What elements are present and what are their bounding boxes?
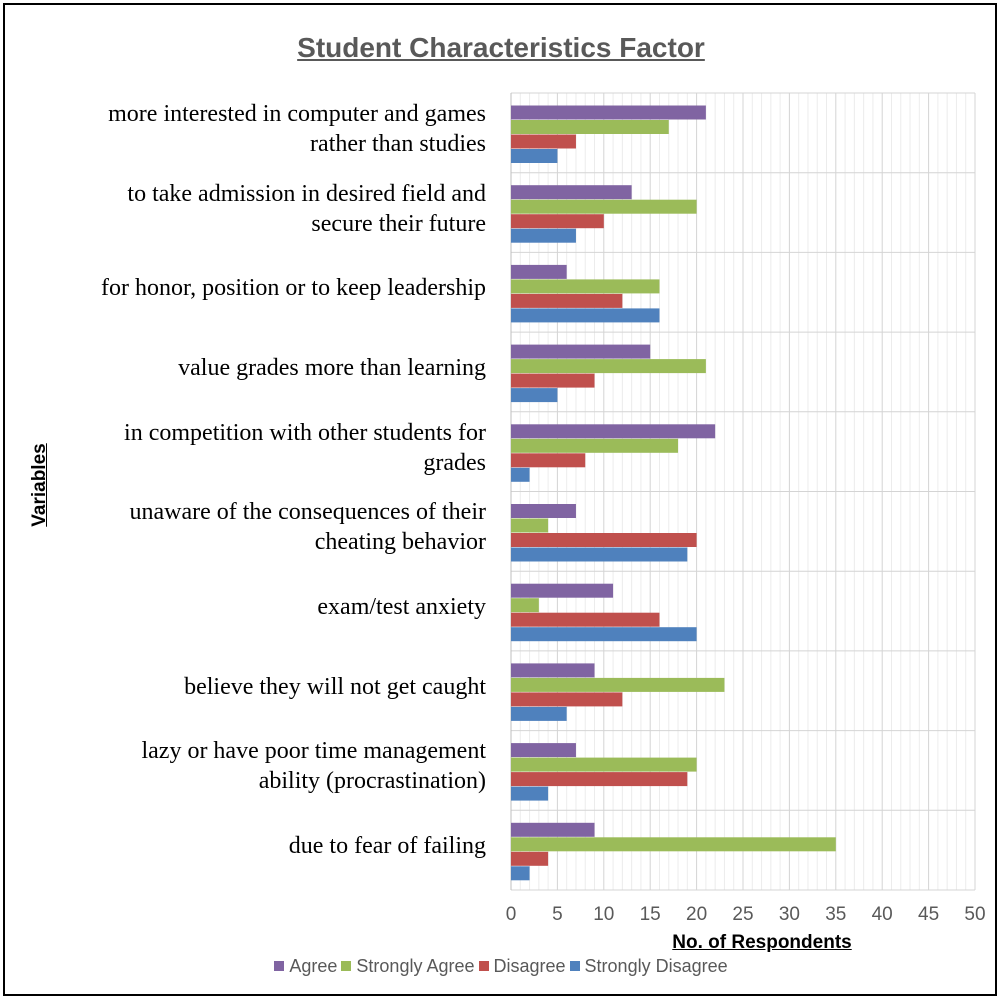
legend-swatch [274,961,285,971]
bar-strongly-agree [511,757,697,772]
bar-strongly-agree [511,598,539,613]
category-label: for honor, position or to keep leadershi… [16,273,486,303]
bar-strongly-disagree [511,149,558,163]
category-label-line: exam/test anxiety [317,594,486,621]
x-tick-label: 30 [778,904,800,925]
category-label: to take admission in desired field and se… [16,179,486,239]
legend-label: Agree [289,956,338,976]
bar-strongly-agree [511,120,669,134]
category-label-line: rather than studies [310,130,486,157]
category-label: believe they will not get caught [16,672,486,702]
category-label: more interested in computer and games rat… [16,99,486,159]
category-label-line: due to fear of failing [288,833,486,860]
chart-frame [3,3,997,996]
bar-disagree [511,134,576,149]
bar-agree [511,424,716,439]
x-tick-label: 35 [825,904,847,925]
category-label: in competition with other students for gr… [16,418,486,478]
bar-strongly-disagree [511,547,688,562]
bar-agree [511,583,614,598]
bar-strongly-disagree [511,228,576,243]
bar-strongly-agree [511,359,706,374]
x-tick-label: 25 [732,904,754,925]
category-label: unaware of the consequences of their chea… [16,497,486,557]
category-label-line: believe they will not get caught [184,673,486,700]
legend-swatch [478,961,489,971]
bar-strongly-agree [511,837,836,852]
category-label: due to fear of failing [16,831,486,861]
x-tick-label: 45 [918,904,940,925]
bar-strongly-disagree [511,467,530,482]
x-tick-label: 15 [639,904,661,925]
bar-disagree [511,692,623,707]
category-label-line: secure their future [311,210,486,237]
bar-disagree [511,612,660,627]
bar-agree [511,264,567,279]
bar-disagree [511,293,623,308]
bar-strongly-agree [511,279,660,294]
legend: Agree Strongly Agree Disagree Strongly Disa… [0,956,1002,977]
category-label-line: in competition with other students for [124,419,486,446]
legend-swatch [569,961,580,971]
category-label-line: value grades more than learning [178,354,486,381]
bar-strongly-agree [511,199,697,214]
legend-swatch [341,961,352,971]
x-tick-label: 5 [552,904,563,925]
category-label-line: lazy or have poor time management [141,738,486,765]
bar-strongly-disagree [511,786,549,801]
legend-label: Strongly Agree [356,956,475,976]
bar-disagree [511,373,595,388]
bar-strongly-disagree [511,706,567,721]
x-tick-label: 20 [686,904,708,925]
bar-agree [511,663,595,678]
legend-item: Strongly Disagree [569,956,728,977]
bar-agree [511,822,595,837]
bar-disagree [511,772,688,787]
category-label: value grades more than learning [16,353,486,383]
chart-title: Student Characteristics Factor [297,32,705,63]
legend-item: Agree [274,956,337,977]
x-tick-label: 0 [505,904,517,925]
bar-strongly-agree [511,677,725,692]
category-label-line: cheating behavior [314,529,486,556]
bar-disagree [511,533,697,547]
bar-agree [511,185,632,200]
bar-strongly-disagree [511,388,558,403]
bar-strongly-disagree [511,627,697,642]
category-label-line: grades [423,449,486,476]
category-label: exam/test anxiety [16,592,486,622]
category-label-line: to take admission in desired field and [127,180,486,207]
bar-strongly-agree [511,438,679,453]
x-tick-label: 40 [871,904,893,925]
bar-agree [511,105,706,120]
legend-item: Strongly Agree [341,956,475,977]
bar-disagree [511,851,549,866]
bar-agree [511,344,651,359]
category-label-line: more interested in computer and games [108,100,486,127]
bar-disagree [511,214,604,229]
category-label-line: unaware of the consequences of their [129,499,486,526]
bar-strongly-disagree [511,308,660,323]
legend-label: Strongly Disagree [584,956,728,976]
category-label-line: for honor, position or to keep leadershi… [101,275,486,302]
bar-strongly-agree [511,518,549,533]
bar-strongly-disagree [511,866,530,881]
category-label-line: ability (procrastination) [258,768,486,795]
legend-item: Disagree [478,956,566,977]
bar-agree [511,743,576,758]
category-label: lazy or have poor time management ability… [16,736,486,796]
bar-agree [511,504,576,518]
x-axis-label: No. of Respondents [672,932,852,953]
x-tick-label: 50 [964,904,986,925]
x-tick-label: 10 [593,904,615,925]
bar-disagree [511,453,586,468]
legend-label: Disagree [493,956,566,976]
